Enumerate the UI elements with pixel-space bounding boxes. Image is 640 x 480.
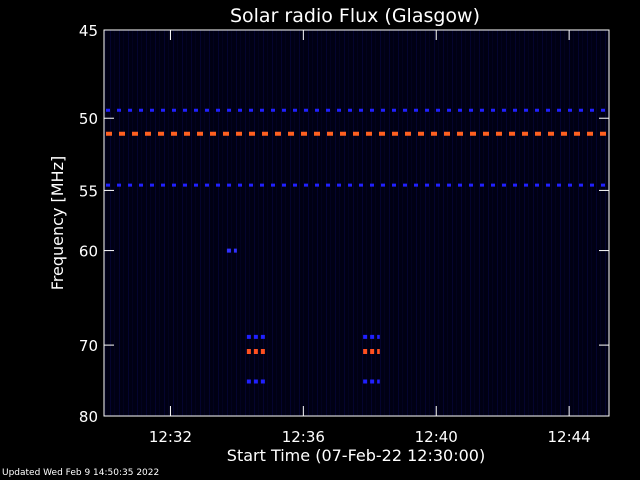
y-tick-label: 60 [79, 243, 98, 261]
x-axis: 12:32 12:36 12:40 12:44 [149, 30, 591, 446]
y-tick-label: 55 [79, 182, 98, 200]
y-tick-label: 70 [79, 337, 98, 355]
x-axis-title: Start Time (07-Feb-22 12:30:00) [227, 446, 485, 465]
y-axis-title: Frequency [MHz] [48, 156, 67, 290]
plot-background [104, 30, 609, 416]
y-tick-label: 45 [79, 22, 98, 40]
y-tick-label: 50 [79, 110, 98, 128]
updated-timestamp: Updated Wed Feb 9 14:50:35 2022 [2, 468, 160, 478]
y-tick-label: 80 [79, 408, 98, 426]
y-axis: 45 50 55 60 70 80 [79, 22, 609, 426]
x-tick-label: 12:32 [149, 428, 192, 446]
plot-frame [103, 29, 610, 417]
plot-area [103, 29, 610, 417]
x-tick-label: 12:40 [415, 428, 458, 446]
chart-title: Solar radio Flux (Glasgow) [230, 5, 480, 27]
x-tick-label: 12:44 [548, 428, 591, 446]
x-tick-label: 12:36 [282, 428, 325, 446]
